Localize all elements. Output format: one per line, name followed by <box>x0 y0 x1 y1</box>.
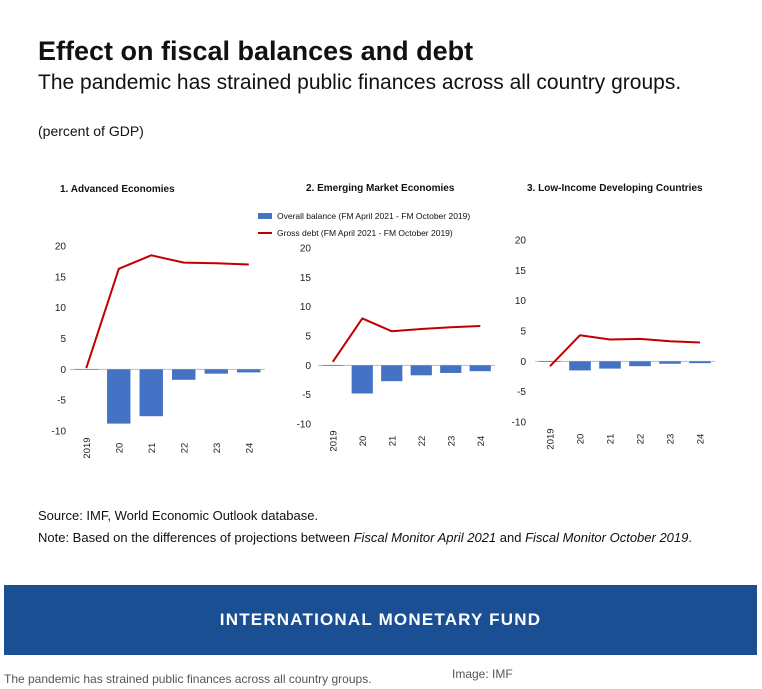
y-tick-label: 5 <box>60 334 66 345</box>
panel-title: 2. Emerging Market Economies <box>306 183 455 194</box>
legend-bar-label: Overall balance (FM April 2021 - FM Octo… <box>277 211 470 221</box>
y-tick-label: 20 <box>515 236 527 247</box>
x-tick-label: 22 <box>417 436 428 447</box>
x-tick-label: 22 <box>179 443 190 454</box>
overall-balance-bar <box>204 369 228 374</box>
legend-bar-swatch <box>258 213 272 219</box>
overall-balance-bar <box>172 369 196 380</box>
overall-balance-bar <box>351 365 373 394</box>
overall-balance-bar <box>599 361 621 369</box>
source-note: Source: IMF, World Economic Outlook data… <box>38 508 319 523</box>
y-tick-label: 5 <box>305 332 311 343</box>
chart-subtitle: The pandemic has strained public finance… <box>38 71 682 94</box>
y-tick-label: 0 <box>305 361 311 372</box>
x-tick-label: 24 <box>696 434 707 445</box>
x-tick-label: 23 <box>666 434 677 445</box>
y-tick-label: 0 <box>60 365 66 376</box>
note-prefix: Note: Based on the differences of projec… <box>38 530 354 545</box>
gross-debt-line <box>85 254 249 369</box>
x-tick-label: 21 <box>606 434 617 445</box>
overall-balance-bar <box>322 365 344 366</box>
note-em-1: Fiscal Monitor April 2021 <box>353 530 497 545</box>
x-tick-label: 2019 <box>546 428 557 449</box>
y-tick-label: -10 <box>512 418 527 429</box>
y-tick-label: 10 <box>55 303 67 314</box>
overall-balance-bar <box>107 369 131 424</box>
y-tick-label: -5 <box>57 396 66 407</box>
overall-balance-bar <box>381 365 403 382</box>
y-tick-label: 0 <box>520 357 526 368</box>
panel-title: 1. Advanced Economies <box>60 184 175 195</box>
y-tick-label: 10 <box>515 296 527 307</box>
x-tick-label: 24 <box>244 443 255 454</box>
y-tick-label: 10 <box>300 302 312 313</box>
image-credit: Image: IMF <box>452 667 513 681</box>
y-tick-label: 15 <box>55 272 67 283</box>
chart-title: Effect on fiscal balances and debt <box>38 36 474 66</box>
y-tick-label: 20 <box>55 242 67 253</box>
x-tick-label: 23 <box>212 443 223 454</box>
x-tick-label: 2019 <box>82 437 93 458</box>
y-tick-label: 5 <box>520 327 526 338</box>
overall-balance-bar <box>410 365 432 376</box>
imf-banner: INTERNATIONAL MONETARY FUND <box>4 585 757 655</box>
x-tick-label: 20 <box>358 436 369 447</box>
y-tick-label: -10 <box>52 427 67 438</box>
x-tick-label: 20 <box>576 434 587 445</box>
gross-debt-line <box>549 334 701 367</box>
units-label: (percent of GDP) <box>38 123 144 139</box>
x-tick-label: 23 <box>446 436 457 447</box>
overall-balance-bar <box>539 361 561 362</box>
note-em-2: Fiscal Monitor October 2019 <box>525 530 689 545</box>
overall-balance-bar <box>689 361 711 364</box>
x-tick-label: 24 <box>476 436 487 447</box>
banner-text: INTERNATIONAL MONETARY FUND <box>219 610 542 629</box>
x-tick-label: 21 <box>387 436 398 447</box>
overall-balance-bar <box>237 369 261 373</box>
overall-balance-bar <box>440 365 462 373</box>
overall-balance-bar <box>469 365 491 372</box>
y-tick-label: 15 <box>300 273 312 284</box>
overall-balance-bar <box>569 361 591 371</box>
x-tick-label: 2019 <box>328 430 339 451</box>
x-tick-label: 22 <box>636 434 647 445</box>
image-caption: The pandemic has strained public finance… <box>4 672 372 686</box>
legend: Overall balance (FM April 2021 - FM Octo… <box>258 211 470 238</box>
note-suffix: . <box>688 530 692 545</box>
y-tick-label: -10 <box>297 420 312 431</box>
y-tick-label: 20 <box>300 244 312 255</box>
overall-balance-bar <box>74 369 98 370</box>
y-tick-label: 15 <box>515 266 527 277</box>
legend-line-label: Gross debt (FM April 2021 - FM October 2… <box>277 228 453 238</box>
overall-balance-bar <box>629 361 651 367</box>
gross-debt-line <box>331 317 481 363</box>
panel-title: 3. Low-Income Developing Countries <box>527 183 703 194</box>
note-mid: and <box>496 530 526 545</box>
x-tick-label: 21 <box>147 443 158 454</box>
x-tick-label: 20 <box>114 443 125 454</box>
y-tick-label: -5 <box>302 390 311 401</box>
y-tick-label: -5 <box>517 387 526 398</box>
overall-balance-bar <box>139 369 163 417</box>
methodology-note: Note: Based on the differences of projec… <box>38 530 692 545</box>
overall-balance-bar <box>659 361 681 364</box>
charts-area: Overall balance (FM April 2021 - FM Octo… <box>52 183 715 459</box>
